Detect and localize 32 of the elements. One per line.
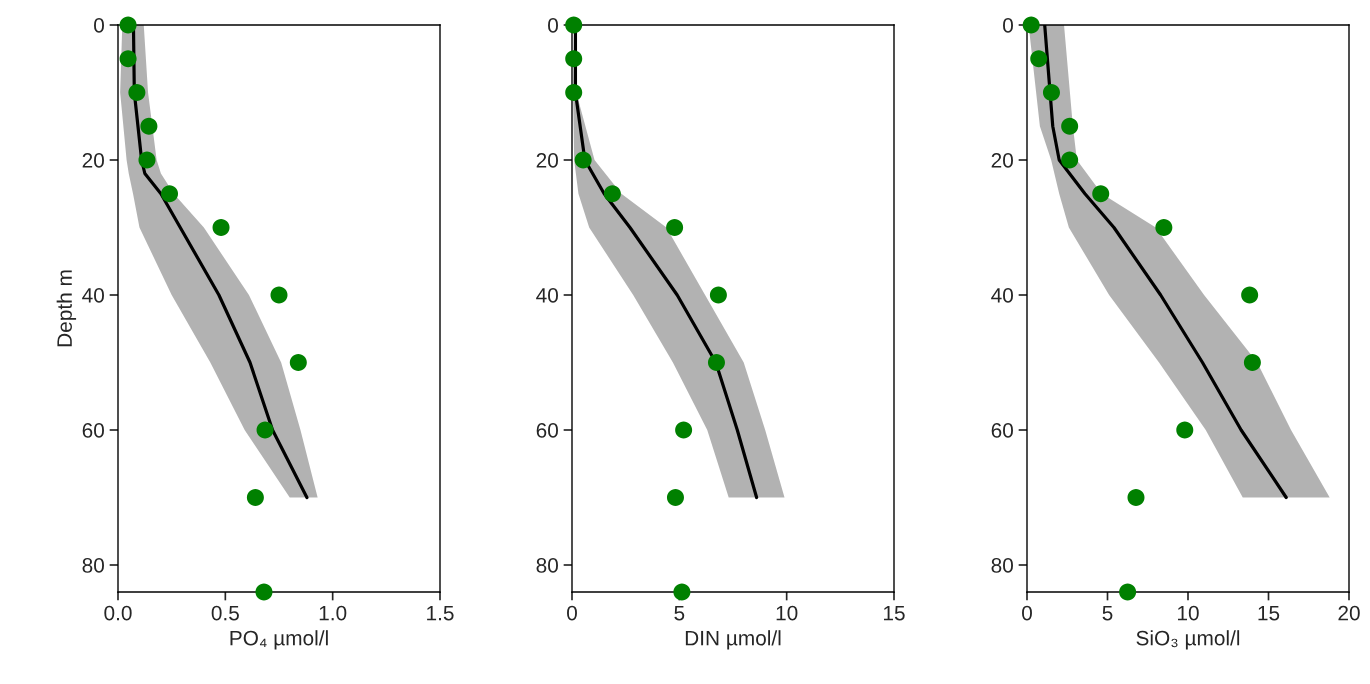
x-tick-label: 1.0 xyxy=(319,605,347,621)
x-tick-label: 1.5 xyxy=(427,605,454,621)
y-tick-label: 0 xyxy=(94,18,104,33)
x-tick-label: 10 xyxy=(1178,605,1199,621)
x-axis-title: SiO₃ µmol/l xyxy=(1136,630,1240,650)
y-tick-label: 80 xyxy=(536,558,558,573)
x-tick-label: 0.5 xyxy=(211,605,239,621)
y-tick-label: 80 xyxy=(991,558,1013,573)
x-tick-label: 15 xyxy=(884,605,905,621)
y-tick-label: 20 xyxy=(82,153,104,168)
y-tick-label: 40 xyxy=(82,288,104,303)
x-tick-label: 0 xyxy=(567,605,577,621)
x-tick-label: 20 xyxy=(1338,605,1360,621)
x-tick-label: 10 xyxy=(776,605,798,621)
x-axis-title: PO₄ µmol/l xyxy=(230,630,328,650)
y-tick-label: 0 xyxy=(1003,18,1013,33)
x-axis-title: DIN µmol/l xyxy=(685,630,781,650)
y-tick-label: 80 xyxy=(82,558,104,573)
y-tick-label: 0 xyxy=(548,18,558,33)
x-tick-label: 0.0 xyxy=(104,605,132,621)
y-tick-label: 60 xyxy=(82,423,104,438)
y-tick-label: 60 xyxy=(536,423,558,438)
x-tick-label: 15 xyxy=(1258,605,1280,621)
y-tick-label: 60 xyxy=(991,423,1013,438)
x-tick-label: 0 xyxy=(1022,605,1032,621)
y-tick-label: 40 xyxy=(536,288,558,303)
y-axis-title: Depth m xyxy=(56,270,77,347)
y-tick-label: 40 xyxy=(991,288,1013,303)
x-tick-label: 5 xyxy=(674,605,685,621)
y-tick-label: 20 xyxy=(536,153,558,168)
y-tick-label: 20 xyxy=(991,153,1013,168)
x-tick-label: 5 xyxy=(1102,605,1113,621)
